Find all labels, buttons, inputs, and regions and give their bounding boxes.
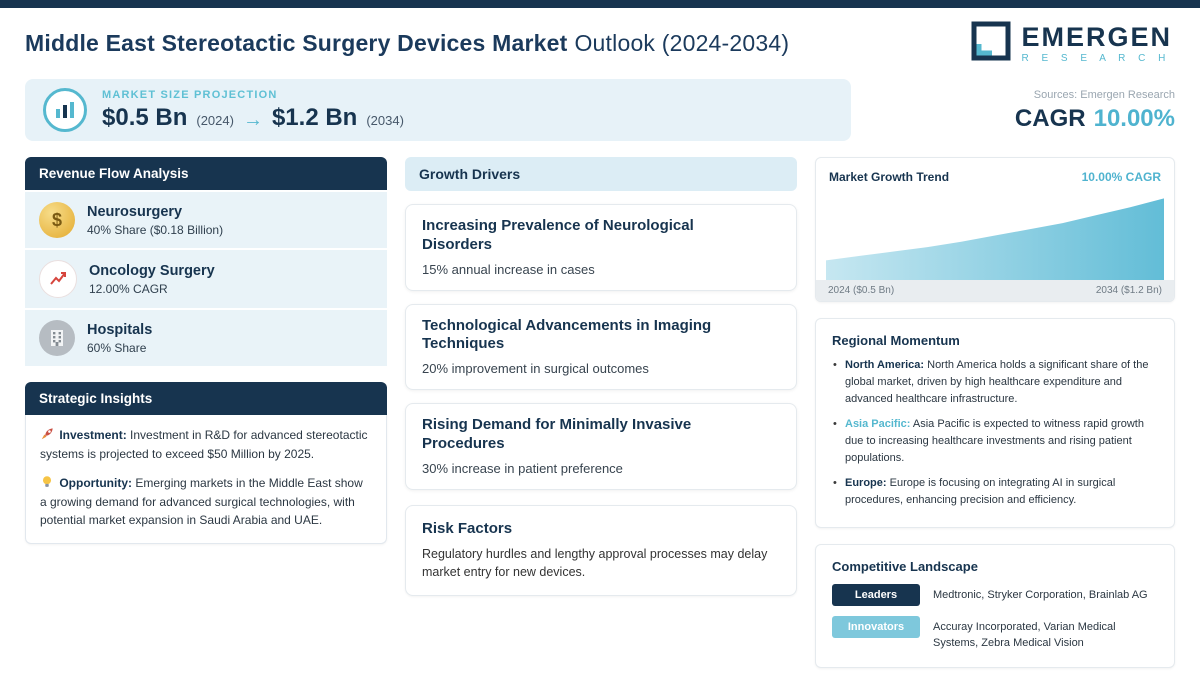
competitive-landscape-title: Competitive Landscape [832, 559, 978, 575]
logo-wordmark: EMERGEN [1021, 21, 1172, 52]
hospital-icon [39, 320, 75, 356]
region-item-europe: Europe: Europe is focusing on integratin… [832, 475, 1158, 509]
growth-driver-title: Increasing Prevalence of Neurological Di… [422, 217, 694, 253]
revenue-item-name: Neurosurgery [87, 203, 183, 220]
arrow-right-icon: → [242, 108, 263, 131]
trend-axis-labels: 2024 ($0.5 Bn) 2034 ($1.2 Bn) [816, 280, 1174, 301]
trend-title: Market Growth Trend [829, 170, 950, 184]
line-chart-icon [39, 260, 77, 298]
left-column: Revenue Flow Analysis $ Neurosurgery 40%… [25, 157, 387, 544]
revenue-item-oncology: Oncology Surgery 12.00% CAGR [25, 250, 387, 308]
region-list: North America: North America holds a sig… [832, 357, 1158, 509]
top-accent-bar [0, 0, 1200, 8]
projection-start-year: (2024) [196, 112, 234, 128]
projection-texts: MARKET SIZE PROJECTION $0.5 Bn (2024) → … [102, 89, 404, 132]
regional-momentum-card: Regional Momentum North America: North A… [815, 318, 1175, 529]
rocket-icon [40, 427, 56, 446]
growth-driver-card: Technological Advancements in Imaging Te… [405, 303, 797, 390]
revenue-item-neurosurgery: $ Neurosurgery 40% Share ($0.18 Billion) [25, 192, 387, 248]
cagr-value: 10.00% [1093, 105, 1175, 132]
trend-axis-start: 2024 ($0.5 Bn) [828, 285, 895, 296]
insight-label: Investment: [59, 428, 127, 442]
projection-label: MARKET SIZE PROJECTION [102, 88, 278, 101]
bar-chart-icon [43, 88, 87, 132]
region-name: North America: [845, 359, 925, 371]
leaders-companies: Medtronic, Stryker Corporation, Brainlab… [933, 589, 1148, 602]
revenue-flow-header: Revenue Flow Analysis [25, 157, 387, 190]
region-text: North America holds a significant share … [845, 359, 1149, 406]
risk-factors-title: Risk Factors [422, 519, 513, 537]
insight-investment: Investment: Investment in R&D for advanc… [40, 427, 372, 464]
market-growth-trend-card: Market Growth Trend 10.00% CAGR 2024 ($0… [815, 157, 1175, 302]
strategic-insights-card: Investment: Investment in R&D for advanc… [25, 415, 387, 544]
insight-label: Opportunity: [59, 475, 132, 490]
insight-text: Emerging markets in the Middle East show… [40, 475, 363, 527]
middle-column: Growth Drivers Increasing Prevalence of … [405, 157, 797, 596]
strategic-insights-header: Strategic Insights [25, 382, 387, 415]
region-text: Europe is focusing on integrating AI in … [845, 477, 1116, 507]
page-title-strong: Middle East Stereotactic Surgery Devices… [25, 30, 568, 56]
logo-subword: R E S E A R C H [1021, 52, 1171, 64]
growth-driver-detail: 20% improvement in surgical outcomes [422, 361, 649, 376]
growth-driver-card: Rising Demand for Minimally Invasive Pro… [405, 403, 797, 490]
money-icon: $ [39, 202, 75, 238]
revenue-item-name: Oncology Surgery [89, 262, 215, 279]
region-text: Asia Pacific is expected to witness rapi… [845, 418, 1144, 465]
page-title: Middle East Stereotactic Surgery Devices… [25, 30, 789, 57]
projection-values: $0.5 Bn (2024) → $1.2 Bn (2034) [102, 104, 404, 132]
trend-cagr: 10.00% CAGR [1081, 170, 1161, 184]
projection-row: MARKET SIZE PROJECTION $0.5 Bn (2024) → … [0, 73, 1200, 141]
growth-area-chart [826, 192, 1164, 280]
trend-axis-end: 2034 ($1.2 Bn) [1095, 285, 1162, 296]
strategic-insights-panel: Strategic Insights Investment: Investmen… [25, 382, 387, 544]
emergen-logo-text: EMERGEN R E S E A R C H [1021, 21, 1172, 64]
main-content: Revenue Flow Analysis $ Neurosurgery 40%… [0, 141, 1200, 669]
regional-momentum-title: Regional Momentum [832, 333, 960, 348]
growth-driver-title: Rising Demand for Minimally Invasive Pro… [422, 416, 692, 452]
leaders-badge: Leaders [832, 584, 920, 607]
projection-end-year: (2034) [366, 112, 404, 128]
revenue-item-detail: 40% Share ($0.18 Billion) [87, 223, 224, 238]
emergen-logo-icon [970, 20, 1012, 67]
innovators-companies: Accuray Incorporated, Varian Medical Sys… [933, 621, 1116, 649]
growth-driver-card: Increasing Prevalence of Neurological Di… [405, 204, 797, 291]
insight-opportunity: Opportunity: Emerging markets in the Mid… [40, 475, 372, 529]
competitive-landscape-card: Competitive Landscape Leaders Medtronic,… [815, 544, 1175, 669]
leaders-row: Leaders Medtronic, Stryker Corporation, … [832, 584, 1158, 607]
growth-driver-detail: 15% annual increase in cases [422, 261, 595, 277]
market-size-projection-banner: MARKET SIZE PROJECTION $0.5 Bn (2024) → … [25, 79, 851, 141]
revenue-item-detail: 60% Share [87, 341, 147, 356]
revenue-item-name: Hospitals [87, 321, 153, 338]
revenue-item-hospitals: Hospitals 60% Share [25, 310, 387, 366]
innovators-badge: Innovators [832, 616, 920, 639]
page-title-rest: Outlook (2024-2034) [574, 30, 790, 56]
cagr-label: CAGR [1014, 105, 1086, 132]
revenue-item-detail: 12.00% CAGR [89, 282, 168, 297]
risk-factors-card: Risk Factors Regulatory hurdles and leng… [405, 504, 797, 596]
cagr-block: Sources: Emergen Research CAGR 10.00% [1015, 79, 1175, 141]
region-item-asia-pacific: Asia Pacific: Asia Pacific is expected t… [832, 416, 1158, 467]
right-column: Market Growth Trend 10.00% CAGR 2024 ($0… [815, 157, 1175, 669]
projection-end-value: $1.2 Bn [271, 103, 358, 131]
region-name: Asia Pacific: [845, 418, 911, 431]
risk-factors-text: Regulatory hurdles and lengthy approval … [422, 546, 768, 579]
growth-driver-detail: 30% increase in patient preference [422, 460, 623, 476]
growth-driver-title: Technological Advancements in Imaging Te… [422, 316, 712, 353]
growth-drivers-header: Growth Drivers [405, 157, 797, 191]
emergen-logo: EMERGEN R E S E A R C H [970, 20, 1172, 67]
trend-card-header: Market Growth Trend 10.00% CAGR [816, 158, 1174, 188]
projection-start-value: $0.5 Bn [102, 103, 188, 131]
lightbulb-icon [40, 475, 56, 494]
sources-note: Sources: Emergen Research [1033, 89, 1175, 101]
region-item-north-america: North America: North America holds a sig… [832, 357, 1158, 408]
innovators-row: Innovators Accuray Incorporated, Varian … [832, 616, 1158, 651]
insight-text: Investment in R&D for advanced stereotac… [40, 428, 368, 462]
cagr-line: CAGR 10.00% [1015, 105, 1175, 133]
header: Middle East Stereotactic Surgery Devices… [0, 8, 1200, 73]
region-name: Europe: [845, 477, 887, 490]
